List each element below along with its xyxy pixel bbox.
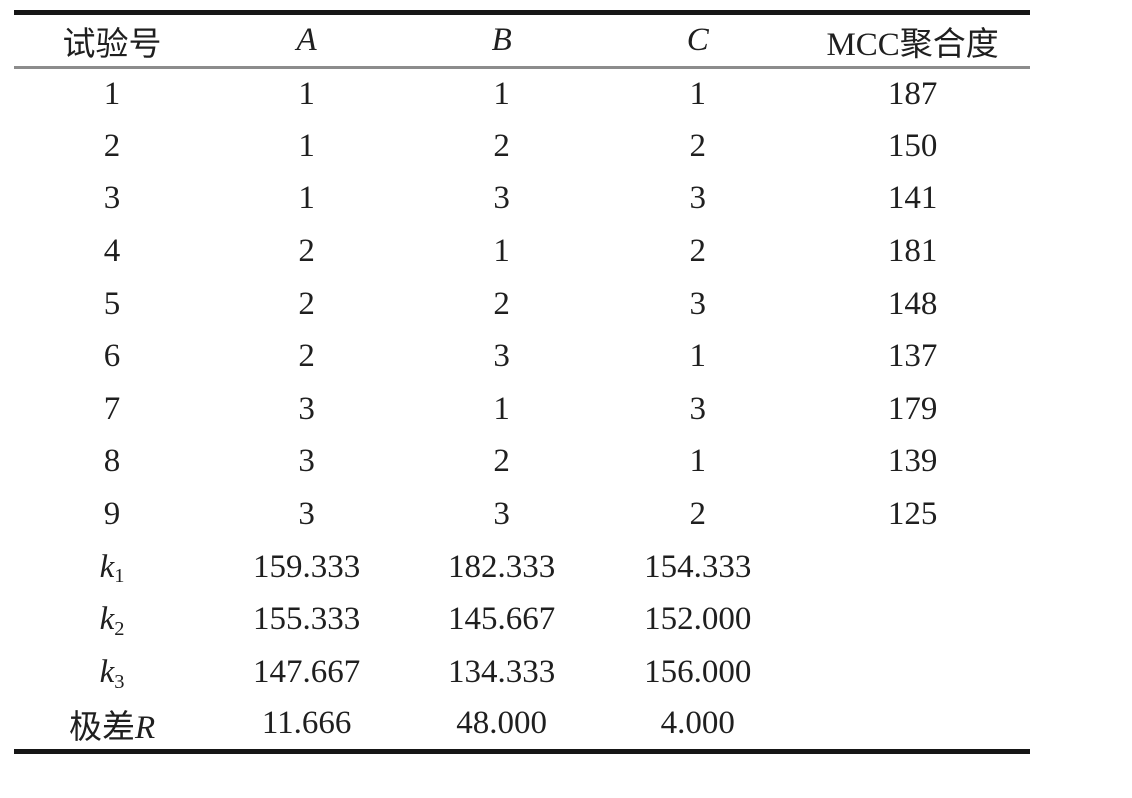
col-header-factor-b: B <box>491 22 512 58</box>
factor-c-cell: 3 <box>689 285 706 322</box>
k3-label: k3 <box>14 646 210 699</box>
factor-c-cell: 2 <box>689 233 706 270</box>
col-header-factor-c: C <box>686 22 709 58</box>
k3-row: k3 147.667 134.333 156.000 <box>14 646 1030 699</box>
k-symbol: k <box>99 548 115 585</box>
table-row: 4 2 1 2 181 <box>14 225 1030 278</box>
factor-a-cell: 2 <box>298 338 315 375</box>
run-number-cell: 3 <box>103 180 121 217</box>
table-row: 3 1 3 3 141 <box>14 173 1030 226</box>
k3-a-cell: 147.667 <box>252 653 361 690</box>
run-number-cell: 9 <box>103 496 121 533</box>
factor-a-cell: 3 <box>298 443 315 480</box>
mcc-value-cell: 137 <box>887 338 938 375</box>
run-number-cell: 4 <box>103 233 121 270</box>
range-mcc-empty-cell <box>795 699 1030 752</box>
factor-b-cell: 1 <box>493 390 510 427</box>
factor-c-cell: 3 <box>689 390 706 427</box>
mcc-value-cell: 139 <box>887 443 938 480</box>
range-a-cell: 11.666 <box>261 705 352 742</box>
col-header-run: 试验号 <box>62 26 162 63</box>
run-number-cell: 2 <box>103 127 121 164</box>
run-number-cell: 5 <box>103 285 121 322</box>
mcc-value-cell: 187 <box>887 76 938 113</box>
factor-b-cell: 2 <box>493 443 510 480</box>
factor-c-cell: 1 <box>689 443 706 480</box>
k1-label: k1 <box>14 541 210 594</box>
factor-b-cell: 1 <box>493 76 510 113</box>
orthogonal-experiment-table: 试验号 A B C MCC聚合度 1 1 1 1 187 2 1 2 2 150… <box>14 10 1030 754</box>
factor-c-cell: 2 <box>689 127 706 164</box>
k3-c-cell: 156.000 <box>644 653 752 690</box>
mcc-value-cell: 181 <box>887 233 938 270</box>
factor-b-cell: 3 <box>493 496 510 533</box>
table-row: 8 3 2 1 139 <box>14 436 1030 489</box>
factor-b-cell: 2 <box>493 127 510 164</box>
col-header-factor-a: A <box>296 22 317 58</box>
mcc-value-cell: 125 <box>887 496 938 533</box>
mcc-value-cell: 141 <box>887 180 938 217</box>
factor-c-cell: 3 <box>689 180 706 217</box>
k1-mcc-empty-cell <box>795 541 1030 594</box>
mcc-value-cell: 150 <box>887 127 938 164</box>
table-row: 7 3 1 3 179 <box>14 383 1030 436</box>
k2-c-cell: 152.000 <box>644 601 752 638</box>
factor-c-cell: 2 <box>689 496 706 533</box>
k2-label: k2 <box>14 593 210 646</box>
table-row: 1 1 1 1 187 <box>14 68 1030 121</box>
range-prefix: 极差 <box>68 709 135 746</box>
factor-a-cell: 1 <box>298 180 315 217</box>
k-subscript: 1 <box>114 565 125 588</box>
run-number-cell: 7 <box>103 390 121 427</box>
factor-a-cell: 3 <box>298 390 315 427</box>
k-symbol: k <box>99 601 115 638</box>
header-row: 试验号 A B C MCC聚合度 <box>14 13 1030 68</box>
k2-b-cell: 145.667 <box>448 601 556 638</box>
k1-row: k1 159.333 182.333 154.333 <box>14 541 1030 594</box>
table-row: 9 3 3 2 125 <box>14 488 1030 541</box>
range-b-cell: 48.000 <box>456 705 548 742</box>
table-row: 5 2 2 3 148 <box>14 278 1030 331</box>
k2-row: k2 155.333 145.667 152.000 <box>14 593 1030 646</box>
factor-b-cell: 3 <box>493 338 510 375</box>
table-row: 6 2 3 1 137 <box>14 330 1030 383</box>
factor-c-cell: 1 <box>689 338 706 375</box>
k-subscript: 2 <box>114 617 125 640</box>
k-symbol: k <box>99 653 115 690</box>
range-c-cell: 4.000 <box>660 705 735 742</box>
factor-a-cell: 3 <box>298 496 315 533</box>
factor-a-cell: 1 <box>298 76 315 113</box>
factor-a-cell: 2 <box>298 233 315 270</box>
k3-b-cell: 134.333 <box>448 653 556 690</box>
run-number-cell: 8 <box>103 443 121 480</box>
table-row: 2 1 2 2 150 <box>14 120 1030 173</box>
range-symbol: R <box>134 709 156 746</box>
mcc-value-cell: 179 <box>887 390 938 427</box>
factor-c-cell: 1 <box>689 76 706 113</box>
range-label: 极差R <box>14 699 210 752</box>
k1-c-cell: 154.333 <box>644 548 752 585</box>
factor-b-cell: 1 <box>493 233 510 270</box>
factor-a-cell: 2 <box>298 285 315 322</box>
k-subscript: 3 <box>114 670 125 693</box>
run-number-cell: 1 <box>103 76 121 113</box>
col-header-mcc: MCC聚合度 <box>826 26 999 63</box>
k1-b-cell: 182.333 <box>448 548 556 585</box>
mcc-value-cell: 148 <box>887 285 938 322</box>
factor-b-cell: 2 <box>493 285 510 322</box>
range-row: 极差R 11.666 48.000 4.000 <box>14 699 1030 752</box>
factor-a-cell: 1 <box>298 127 315 164</box>
run-number-cell: 6 <box>103 338 121 375</box>
k1-a-cell: 159.333 <box>252 548 361 585</box>
k3-mcc-empty-cell <box>795 646 1030 699</box>
factor-b-cell: 3 <box>493 180 510 217</box>
k2-a-cell: 155.333 <box>252 601 361 638</box>
k2-mcc-empty-cell <box>795 593 1030 646</box>
